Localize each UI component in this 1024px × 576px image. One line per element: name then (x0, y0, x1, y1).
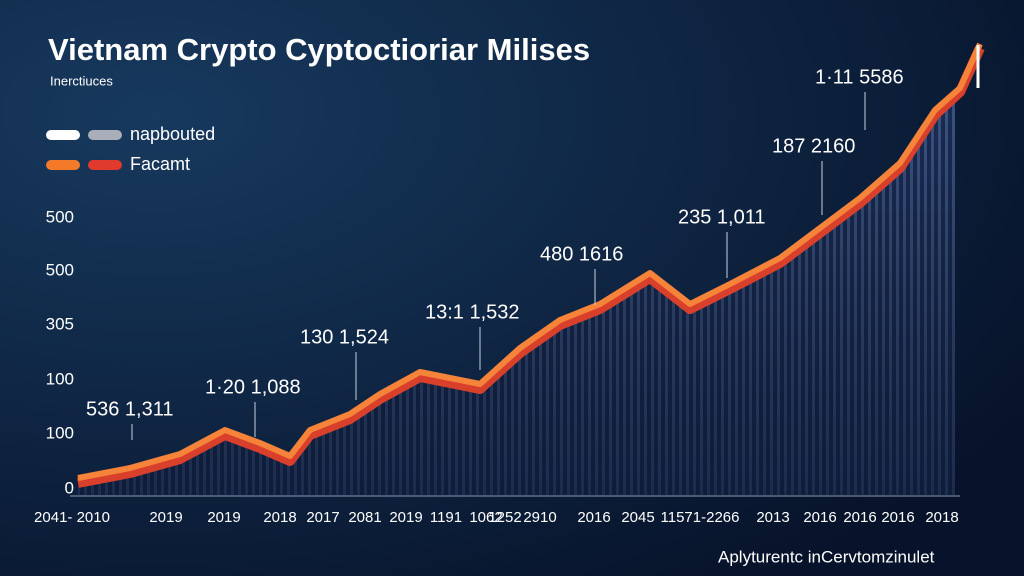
annotation: 1·11 5586 (815, 66, 904, 88)
x-tick-label: 2013 (756, 509, 789, 526)
x-tick-label: 2018 (263, 509, 296, 526)
line-shadow (77, 45, 985, 488)
annotation: 13:1 1,532 (425, 301, 520, 323)
x-tick-label: 2016 (803, 509, 836, 526)
y-tick-label: 500 (46, 260, 74, 279)
x-tick-label: 2016 (881, 509, 914, 526)
x-tick-label: 2019 (207, 509, 240, 526)
y-tick-label: 100 (46, 423, 74, 442)
line (77, 42, 983, 481)
x-tick-label: 2016 (577, 509, 610, 526)
y-tick-label: 0 (65, 478, 74, 497)
y-tick-label: 100 (46, 369, 74, 388)
y-tick-label: 305 (46, 314, 74, 333)
annotation: 536 1,311 (86, 398, 174, 420)
legend-label: Facamt (130, 154, 190, 174)
x-tick-label: 2018 (925, 509, 958, 526)
x-tick-label: 2910 (523, 509, 556, 526)
legend-swatch (88, 160, 122, 170)
area-shade (78, 100, 955, 495)
x-tick-label: 11571-2266 (661, 509, 740, 526)
x-tick-label: 2045 (621, 509, 654, 526)
annotation: 480 1616 (540, 243, 623, 265)
chart-title: Vietnam Crypto Cyptoctioriar Milises (48, 32, 590, 67)
legend-swatch (46, 130, 80, 140)
annotation: 235 1,011 (678, 206, 766, 228)
x-tick-label: 2041- 2010 (34, 509, 110, 526)
x-tick-label: 1191 (430, 509, 462, 526)
legend-swatch (46, 160, 80, 170)
legend-swatch (88, 130, 122, 140)
legend: napbouted Facamt (46, 124, 215, 174)
subtitle: Inerctiuces (50, 73, 113, 88)
annotation: 187 2160 (772, 135, 855, 157)
annotation: 1·20 1,088 (205, 376, 301, 398)
x-tick-label: 2019 (149, 509, 182, 526)
watermark: Aplyturentc inCervtomzinulet (718, 547, 935, 566)
plot-area (70, 42, 985, 497)
legend-label: napbouted (130, 124, 215, 144)
y-tick-label: 500 (46, 207, 74, 226)
annotation: 130 1,524 (300, 326, 389, 348)
x-tick-label: 2081 (348, 509, 381, 526)
x-tick-label: 2017 (306, 509, 339, 526)
x-tick-label: 2019 (389, 509, 422, 526)
x-tick-label: 1062 (469, 509, 502, 526)
x-tick-label: 1252 (488, 509, 521, 526)
labels: 500 500 305 100 100 0 2041- 2010 2019 2019 2018 20… (34, 66, 959, 526)
x-tick-label: 2016 (843, 509, 876, 526)
